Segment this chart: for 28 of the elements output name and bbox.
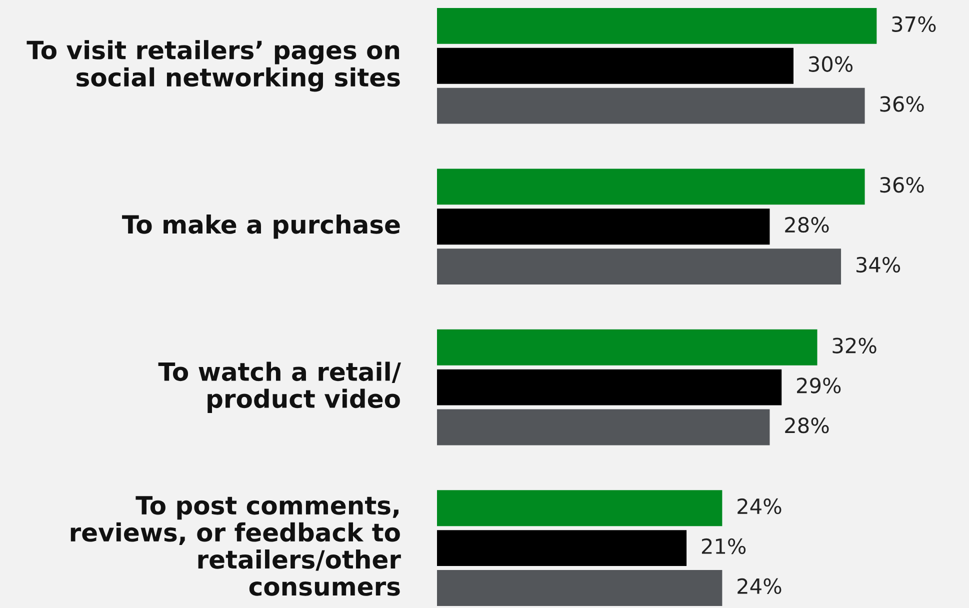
y-tick-label: To watch a retail/ product video xyxy=(158,362,401,413)
bar xyxy=(437,530,687,566)
bar xyxy=(437,168,865,205)
data-label: 36% xyxy=(880,176,924,193)
data-label: 28% xyxy=(785,418,829,434)
bar xyxy=(437,208,770,245)
bar xyxy=(437,8,877,44)
y-tick-label: To make a purchase xyxy=(122,214,400,239)
data-label: 28% xyxy=(785,216,829,233)
bar xyxy=(437,490,722,526)
bar xyxy=(437,329,818,366)
data-label: 29% xyxy=(797,378,841,394)
bar xyxy=(437,48,794,84)
data-label: 34% xyxy=(856,256,900,273)
bar xyxy=(437,88,865,124)
data-label: 37% xyxy=(892,16,936,32)
data-label: 36% xyxy=(880,96,924,112)
data-label: 24% xyxy=(738,578,782,594)
bar xyxy=(437,369,782,406)
y-tick-label: To visit retailers’ pages on social networking sites xyxy=(26,40,400,92)
bar xyxy=(437,248,842,285)
data-label: 21% xyxy=(702,538,746,554)
data-label: 30% xyxy=(808,56,853,72)
bar xyxy=(437,570,722,606)
bar xyxy=(437,409,770,446)
data-label: 24% xyxy=(738,498,782,514)
data-label: 32% xyxy=(832,338,876,354)
y-tick-label: To post comments, reviews, or feedback to retailers/other consumers xyxy=(70,496,401,596)
